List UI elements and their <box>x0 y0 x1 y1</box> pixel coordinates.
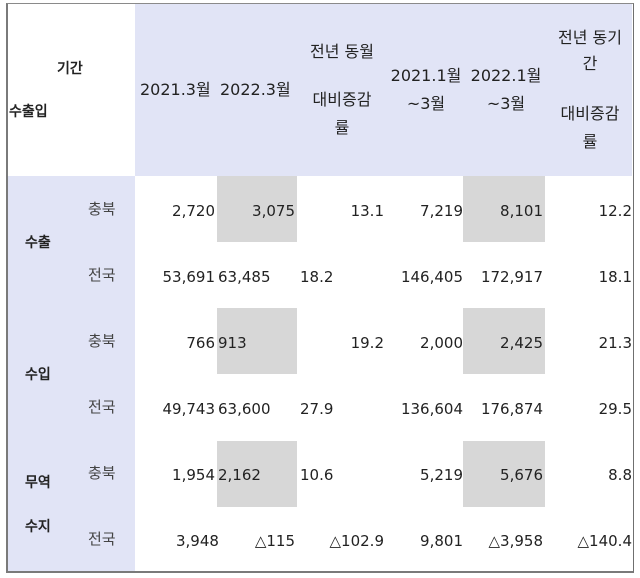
cell: 172,917 <box>480 268 543 286</box>
highlight-cell <box>217 308 297 374</box>
group-label-import: 수입 <box>25 367 51 383</box>
cell: 2,162 <box>218 466 261 484</box>
column-header-yoy-month-line2: 대비증감 <box>312 90 372 109</box>
cell: 13.1 <box>350 202 384 220</box>
cell: 3,948 <box>176 532 219 550</box>
cell: 10.6 <box>300 466 334 484</box>
cell: △115 <box>254 532 295 550</box>
cell: 2,425 <box>500 334 543 352</box>
cell: 1,954 <box>172 466 215 484</box>
cell: 176,874 <box>480 400 543 418</box>
cell: 766 <box>186 334 215 352</box>
cell: 2,000 <box>420 334 463 352</box>
group-label-trade-balance-line2: 수지 <box>25 519 51 535</box>
corner-period-label: 기간 <box>57 61 83 77</box>
cell: 12.2 <box>598 202 632 220</box>
cell: 18.1 <box>598 268 632 286</box>
group-label-trade-balance-line1: 무역 <box>25 475 51 491</box>
cell: 27.9 <box>300 400 334 418</box>
region-label: 전국 <box>88 530 116 548</box>
cell: 53,691 <box>162 268 216 286</box>
cell: 21.3 <box>598 334 632 352</box>
cell: 8,101 <box>500 202 543 220</box>
highlight-cell <box>217 176 297 242</box>
table-frame <box>6 3 634 573</box>
highlight-cell <box>463 308 545 374</box>
cell: 2,720 <box>172 202 215 220</box>
column-header-yoy-period-line3: 대비증감 <box>560 104 620 123</box>
column-header-yoy-month-line1: 전년 동월 <box>310 42 374 61</box>
cell: 29.5 <box>598 400 632 418</box>
cell: 136,604 <box>400 400 463 418</box>
row-label-background <box>8 176 135 571</box>
highlight-cell <box>217 441 297 507</box>
cell: 5,219 <box>420 466 463 484</box>
group-label-export: 수출 <box>25 235 51 251</box>
column-header-2022-mar: 2022.3월 <box>220 80 291 99</box>
cell: 7,219 <box>420 202 463 220</box>
cell: 18.2 <box>300 268 334 286</box>
cell: 63,485 <box>218 268 271 286</box>
cell: 5,676 <box>500 466 543 484</box>
column-header-yoy-period-line4: 률 <box>582 132 598 151</box>
column-header-2022-q1-line2: ~3월 <box>486 94 526 113</box>
cell: 146,405 <box>400 268 463 286</box>
cell: 63,600 <box>218 400 271 418</box>
column-header-yoy-period-line2: 간 <box>582 54 598 73</box>
column-header-2021-q1-line2: ~3월 <box>406 94 446 113</box>
cell: 19.2 <box>350 334 384 352</box>
region-label: 충북 <box>88 200 116 218</box>
column-header-2021-q1-line1: 2021.1월 <box>390 66 462 85</box>
header-background <box>135 4 632 176</box>
region-label: 충북 <box>88 332 116 350</box>
region-label: 전국 <box>88 398 116 416</box>
cell: 913 <box>218 334 247 352</box>
cell: 8.8 <box>608 466 632 484</box>
cell: 9,801 <box>420 532 463 550</box>
cell: △102.9 <box>329 532 384 550</box>
cell: △3,958 <box>488 532 543 550</box>
cell: 49,743 <box>162 400 216 418</box>
cell: △140.4 <box>577 532 632 550</box>
region-label: 전국 <box>88 266 116 284</box>
column-header-2021-mar: 2021.3월 <box>140 80 211 99</box>
highlight-cell <box>463 441 545 507</box>
column-header-yoy-month-line3: 률 <box>334 118 350 137</box>
column-header-2022-q1-line1: 2022.1월 <box>470 66 542 85</box>
column-header-yoy-period-line1: 전년 동기 <box>558 28 622 47</box>
highlight-cell <box>463 176 545 242</box>
region-label: 충북 <box>88 464 116 482</box>
corner-trade-label: 수출입 <box>9 104 48 120</box>
cell: 3,075 <box>252 202 295 220</box>
